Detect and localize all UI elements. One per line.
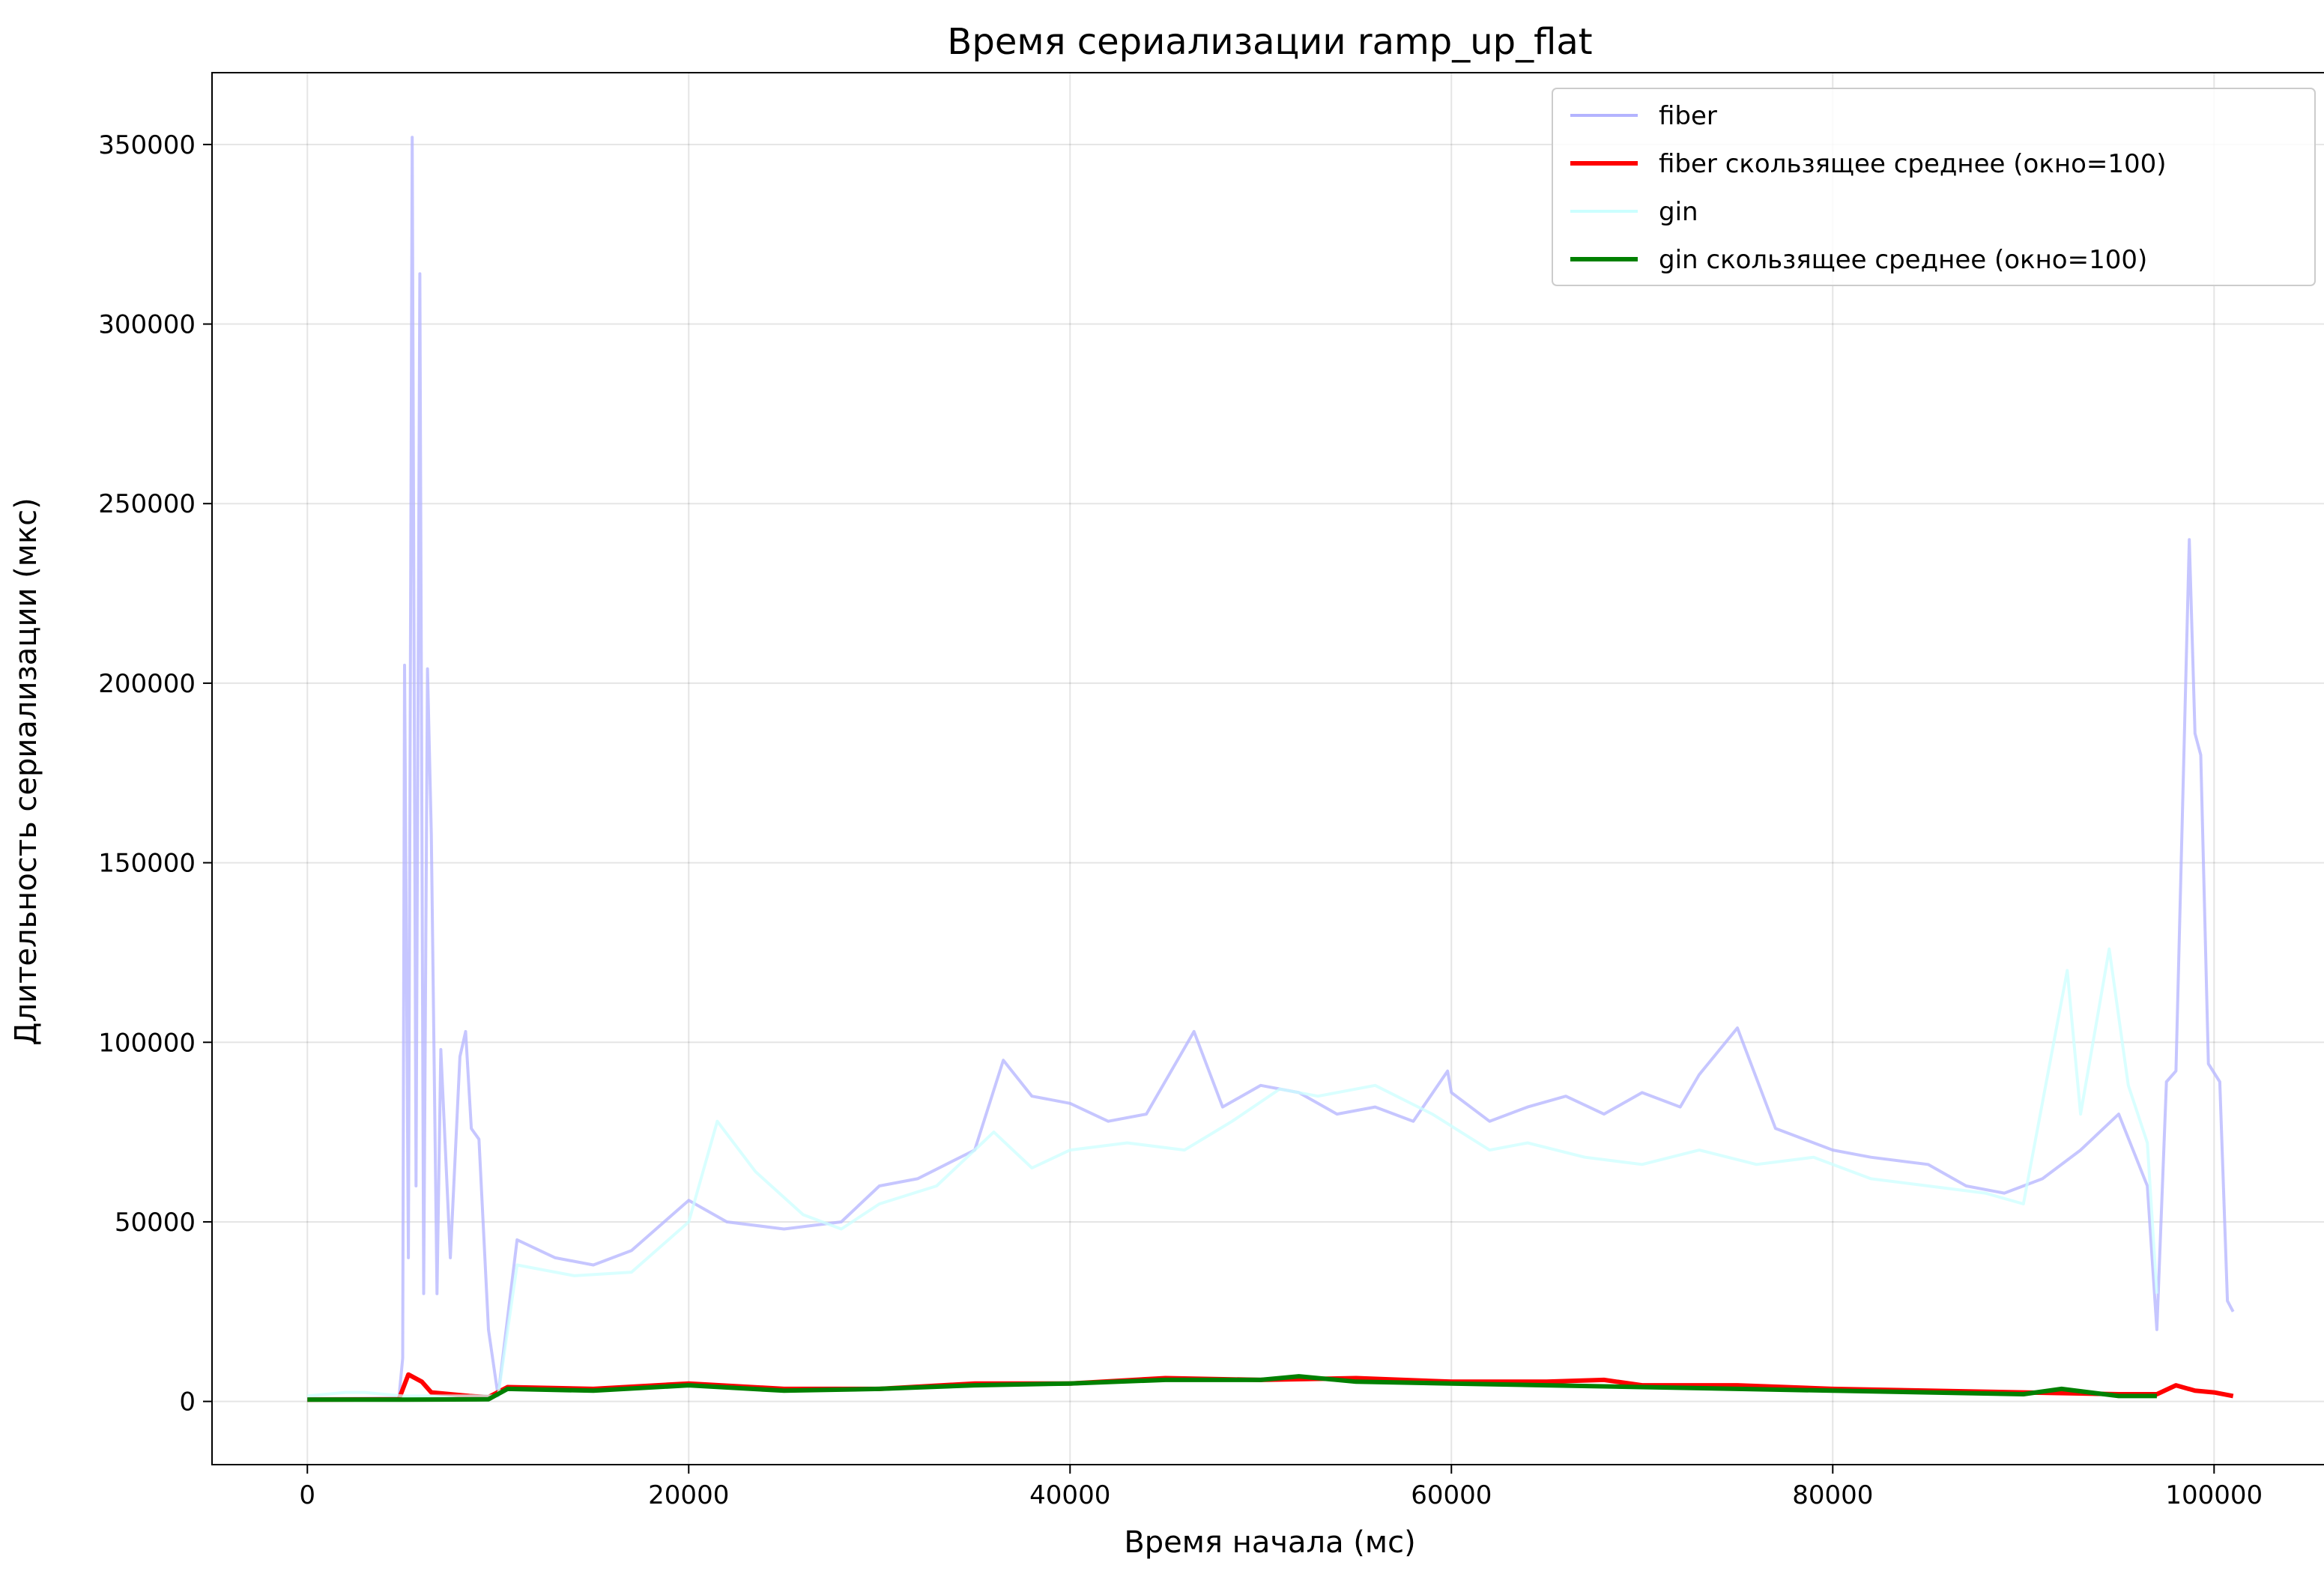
x-tick-label: 20000 — [648, 1480, 729, 1510]
x-tick-label: 60000 — [1411, 1480, 1492, 1510]
legend-label-2: gin — [1659, 197, 1698, 227]
x-axis-label: Время начала (мс) — [1124, 1525, 1415, 1560]
series-line-3 — [307, 1374, 2157, 1402]
plot-frame — [211, 72, 2324, 1465]
legend-items: fiber fiber скользящее среднее (окно=100)… — [1570, 101, 2167, 275]
x-tick-label: 100000 — [2165, 1480, 2263, 1510]
plot-background — [212, 73, 2324, 1465]
legend-label-0: fiber — [1659, 101, 1717, 131]
x-axis: 0 20000 40000 60000 80000 100000 — [299, 1465, 2263, 1510]
x-tick-label: 80000 — [1792, 1480, 1873, 1510]
legend-label-1: fiber скользящее среднее (окно=100) — [1659, 149, 2167, 179]
grid — [212, 73, 2324, 1465]
legend: fiber fiber скользящее среднее (окно=100)… — [1552, 88, 2316, 286]
y-tick-label: 350000 — [98, 130, 196, 160]
chart-title: Время сериализации ramp_up_flat — [947, 21, 1592, 63]
legend-label-3: gin скользящее среднее (окно=100) — [1659, 245, 2147, 275]
legend-frame — [1552, 88, 2316, 286]
y-tick-label: 200000 — [98, 669, 196, 699]
series-line-2 — [307, 947, 2158, 1398]
plot-area — [211, 72, 2324, 1465]
series-layer — [307, 136, 2235, 1402]
y-axis-label: Длительность сериализации (мкс) — [9, 497, 43, 1045]
y-tick-label: 0 — [179, 1387, 196, 1417]
y-tick-label: 300000 — [98, 310, 196, 340]
y-tick-label: 250000 — [98, 489, 196, 519]
y-axis: 0 50000 100000 150000 200000 250000 300000 3500… — [98, 130, 212, 1417]
y-tick-label: 100000 — [98, 1028, 196, 1058]
x-tick-label: 0 — [299, 1480, 315, 1510]
series-line-0 — [307, 136, 2235, 1400]
y-tick-label: 150000 — [98, 849, 196, 879]
x-tick-label: 40000 — [1029, 1480, 1110, 1510]
y-tick-label: 50000 — [115, 1208, 196, 1238]
